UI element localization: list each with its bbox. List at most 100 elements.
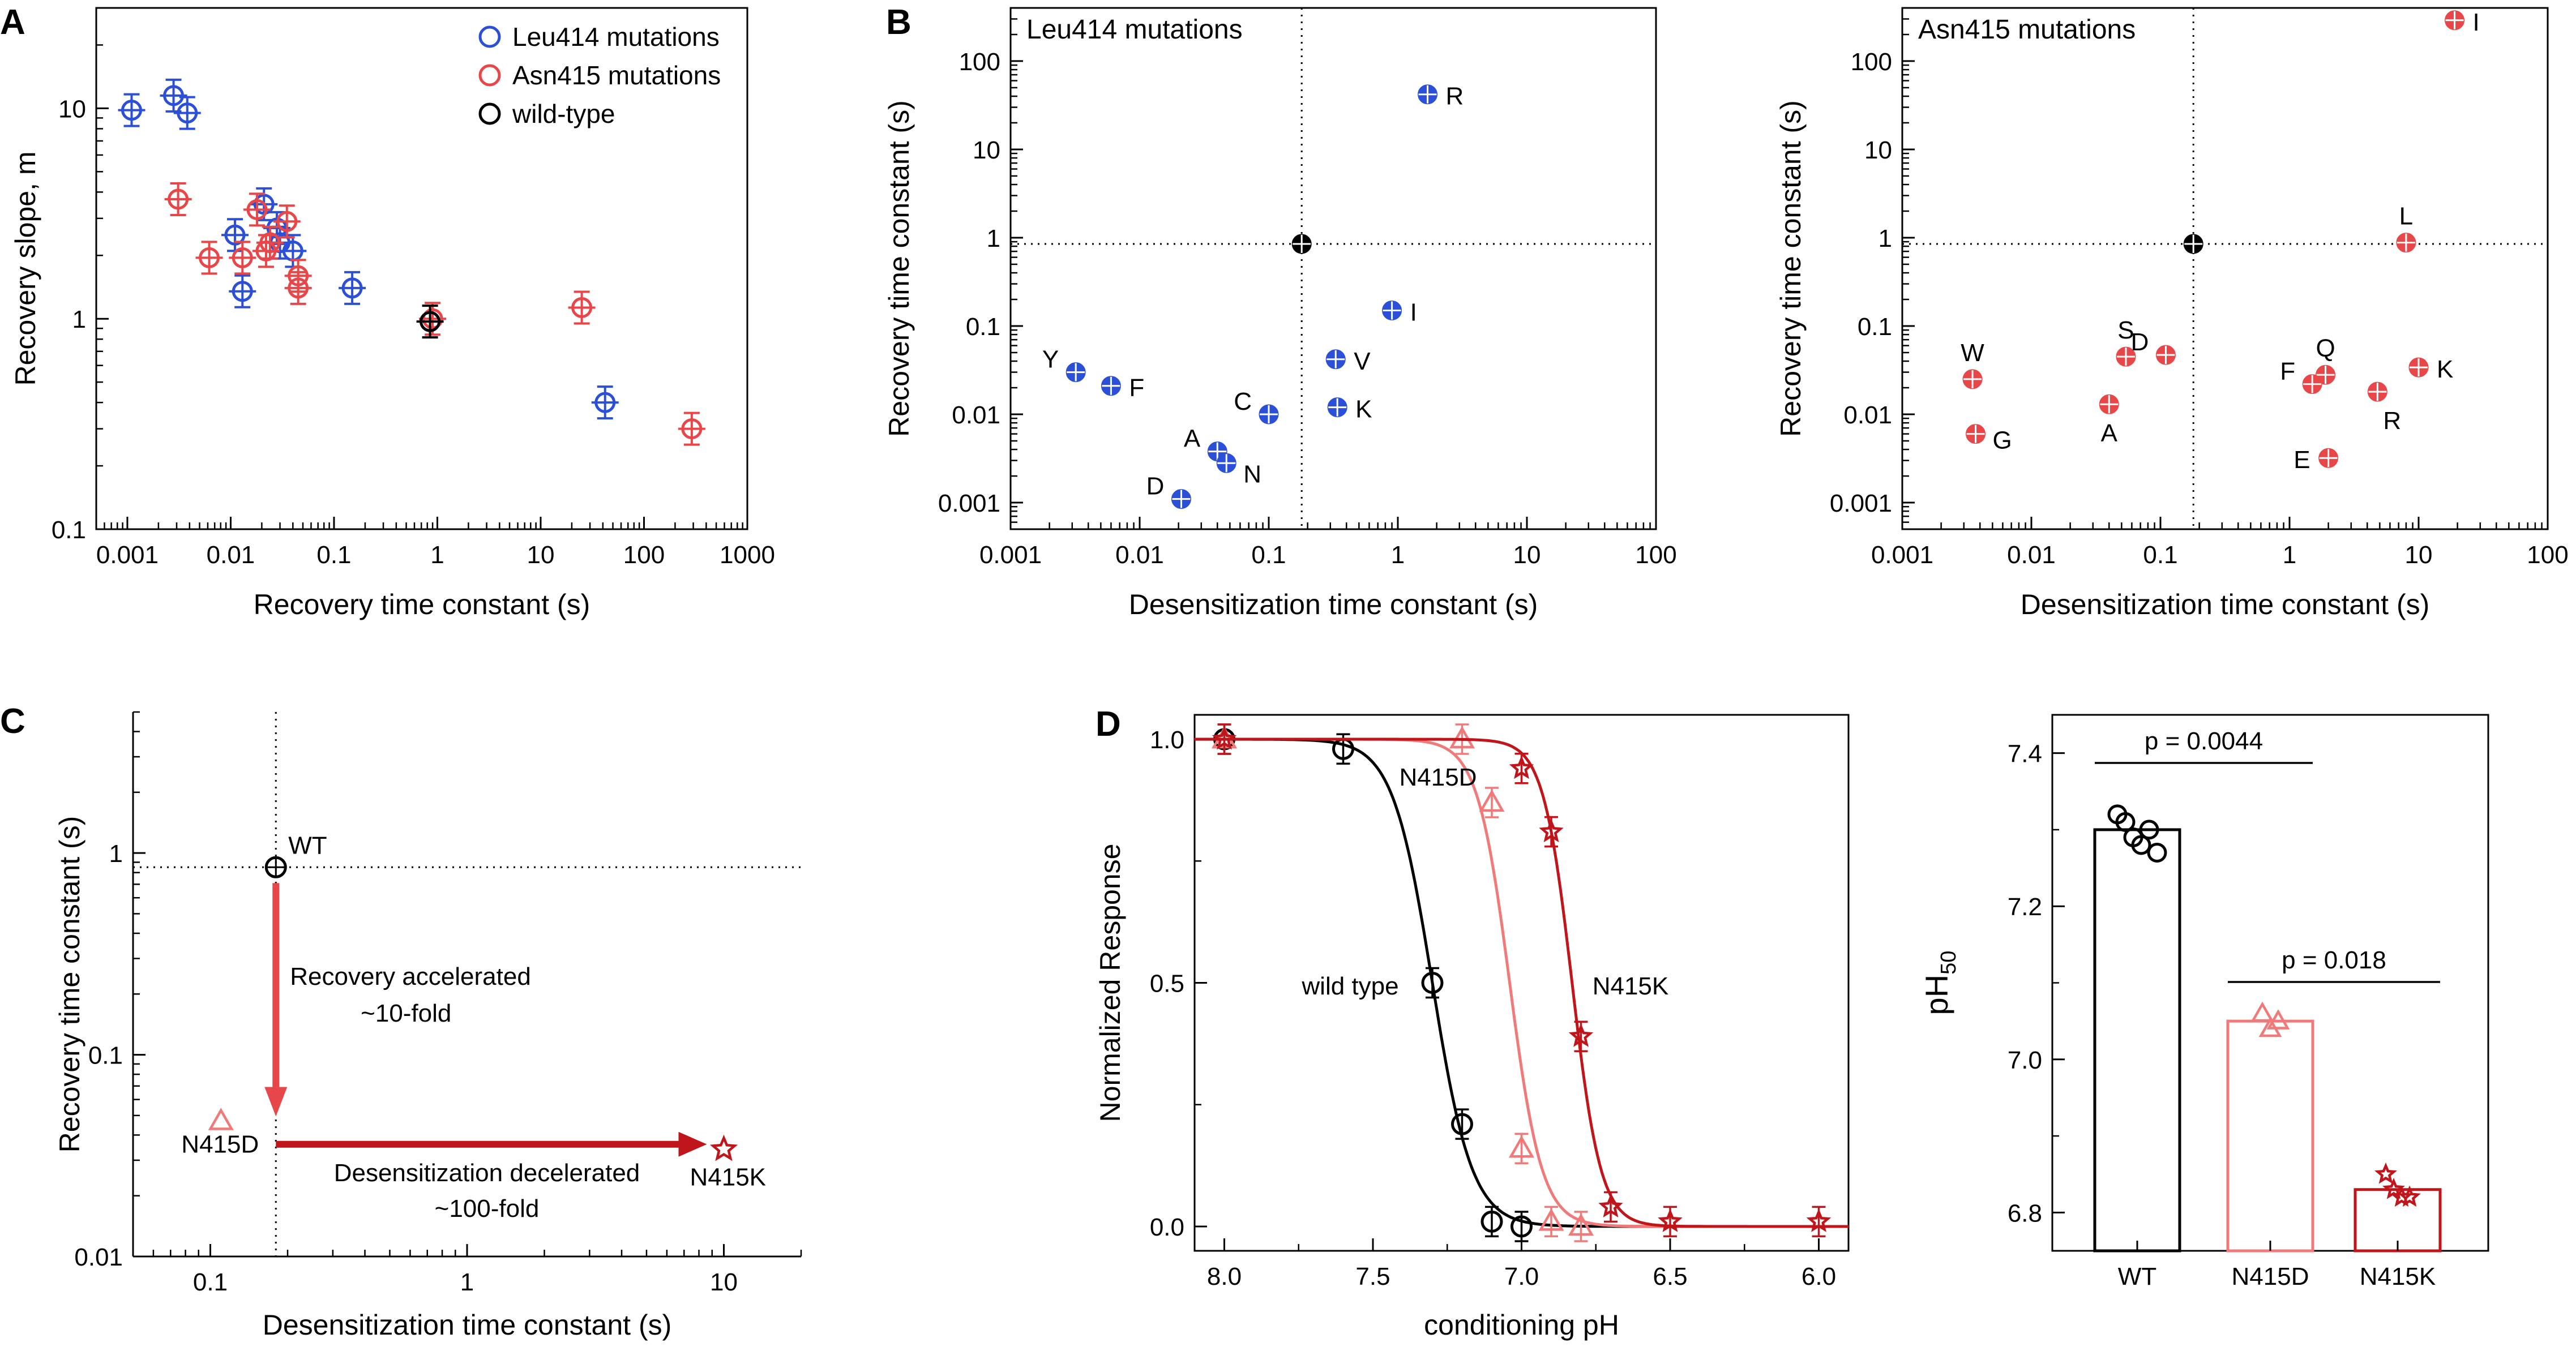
panel-c: 0.1 1 10 0.01 0.1 1 Desensitization time const… (0, 702, 802, 1341)
point-label: S (2117, 316, 2134, 344)
panel-label: A (0, 3, 25, 42)
data-point (1508, 1135, 1535, 1158)
x-tick-label: 0.1 (316, 541, 351, 569)
data-point (571, 297, 593, 318)
x-tick-label: 6.5 (1653, 1263, 1687, 1290)
chart-title: Asn415 mutations (1918, 15, 2136, 45)
data-point (232, 281, 253, 302)
legend-label: wild-type (512, 99, 615, 128)
axes-frame (1009, 7, 1657, 530)
y-tick-label: 10 (58, 95, 86, 123)
x-axis-label: Desensitization time constant (s) (2021, 589, 2430, 620)
data-point (1449, 726, 1475, 749)
point-label: I (1410, 299, 1417, 327)
x-axis-label: Desensitization time constant (s) (1129, 589, 1538, 620)
data-point (420, 311, 441, 332)
x-tick-label: N415K (2360, 1263, 2436, 1290)
series-label: wild type (1301, 972, 1398, 1000)
x-tick-label: 0.01 (207, 541, 255, 569)
x-tick-label: 0.1 (1251, 541, 1286, 569)
y-tick-label: 1.0 (1150, 726, 1184, 754)
point-label: W (1961, 339, 1984, 367)
data-point (288, 277, 309, 299)
data-point (2250, 1001, 2274, 1022)
x-tick-label: 100 (2527, 541, 2568, 569)
x-tick-label: 1 (1391, 541, 1405, 569)
data-point (1806, 1208, 1832, 1232)
y-tick-label: 1 (1878, 225, 1892, 252)
data-point (199, 247, 220, 268)
legend-label: Asn415 mutations (512, 61, 721, 90)
annotation-text: Recovery accelerated (290, 963, 531, 990)
data-point (1568, 1023, 1594, 1047)
n415k-point (709, 1134, 738, 1161)
data-point (1568, 1213, 1594, 1236)
bar (2226, 1019, 2314, 1253)
recovery-arrowhead (264, 1087, 288, 1117)
bar (2093, 828, 2181, 1253)
x-tick-label: 8.0 (1207, 1263, 1242, 1290)
annotation-text: Desensitization decelerated (334, 1159, 640, 1187)
data-point (1539, 818, 1564, 843)
panel-d2: 6.8 7.0 7.2 7.4 pH50 WT N415D N415K p = 0.0044 p … (1919, 714, 2489, 1290)
data-point (1658, 1208, 1683, 1232)
data-point (2266, 1009, 2290, 1030)
legend-marker (478, 64, 501, 87)
data-point (1480, 1210, 1503, 1233)
point-label: F (2280, 358, 2295, 385)
x-tick-label: 0.01 (1115, 541, 1164, 569)
y-axis-label: Recovery time constant (s) (883, 100, 915, 437)
y-tick-label: 0.001 (938, 490, 1000, 517)
x-tick-label: 0.1 (2143, 541, 2177, 569)
data-point (259, 232, 281, 254)
x-tick-label: 100 (1635, 541, 1676, 569)
point-label: A (2101, 419, 2118, 447)
point-label: D (2131, 328, 2149, 356)
x-tick-label: 1 (460, 1268, 474, 1296)
data-point (163, 85, 185, 106)
x-tick-label: 10 (1513, 541, 1541, 569)
x-tick-label: WT (2118, 1263, 2156, 1290)
point-label: N415D (181, 1130, 259, 1158)
data-point (121, 100, 142, 121)
data-point (168, 188, 189, 210)
data-point (276, 211, 298, 232)
point-label: A (1184, 425, 1201, 453)
y-axis-label: Recovery slope, m (10, 151, 41, 385)
y-tick-label: 0.01 (952, 401, 1000, 429)
x-tick-label: 1 (2283, 541, 2296, 569)
y-axis-label: Normalized Response (1094, 844, 1126, 1122)
significance-label: p = 0.018 (2282, 946, 2386, 974)
x-axis-label: Desensitization time constant (s) (263, 1309, 672, 1341)
y-axis-label-main: pH (1919, 975, 1954, 1015)
y-tick-label: 0.1 (88, 1042, 123, 1070)
y-tick-label: 6.8 (2008, 1199, 2042, 1227)
annotation-text: ~100-fold (435, 1195, 540, 1223)
axes-frame (1193, 714, 1850, 1252)
data-point (1598, 1194, 1623, 1218)
chart-title: Leu414 mutations (1026, 15, 1243, 45)
data-point (1509, 755, 1534, 779)
legend-label: Leu414 mutations (512, 22, 720, 52)
x-tick-label: 0.001 (96, 541, 159, 569)
data-point (1538, 1208, 1564, 1231)
x-tick-label: 0.1 (193, 1268, 228, 1296)
data-point (1479, 789, 1505, 812)
data-point (2374, 1162, 2397, 1184)
y-tick-label: 0.1 (1858, 313, 1892, 341)
point-label: K (1355, 396, 1372, 423)
point-label: Q (2316, 334, 2335, 362)
data-point (232, 247, 253, 268)
axes-frame (1901, 7, 2549, 530)
y-tick-label: 100 (1851, 48, 1892, 76)
x-tick-label: 1000 (720, 541, 775, 569)
y-tick-label: 0.01 (74, 1243, 123, 1271)
y-tick-label: 0.0 (1150, 1213, 1184, 1241)
panel-label: D (1096, 705, 1121, 744)
point-label: L (2399, 203, 2413, 230)
data-point (594, 392, 616, 413)
x-tick-label: 0.01 (2007, 541, 2056, 569)
y-tick-label: 1 (987, 225, 1000, 252)
n415d-point (208, 1108, 234, 1130)
x-tick-label: 1 (430, 541, 444, 569)
